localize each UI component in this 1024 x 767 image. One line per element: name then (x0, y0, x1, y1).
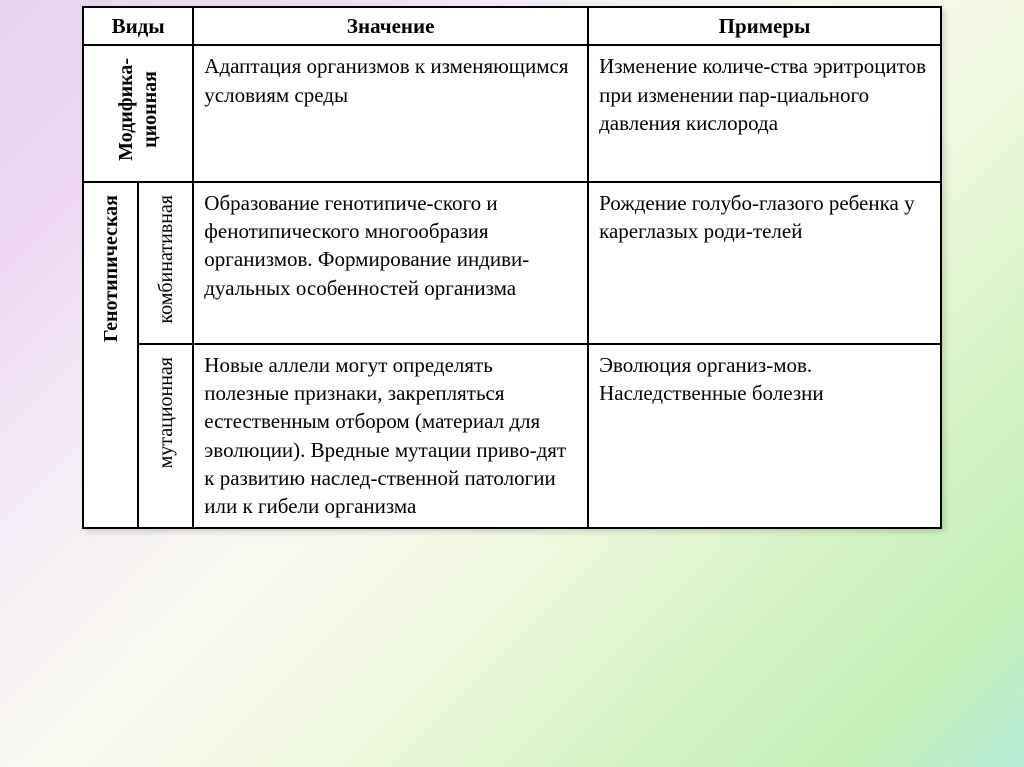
header-meaning: Значение (193, 7, 588, 45)
label-genotypic-text: Генотипическая (97, 189, 125, 348)
example-mutational-text: Эволюция организ-мов. Наследственные бол… (599, 353, 824, 405)
label-mutational: мутационная (138, 344, 193, 528)
header-row: Виды Значение Примеры (83, 7, 941, 45)
label-mutational-text: мутационная (152, 351, 180, 474)
row-mutational: мутационная Новые аллели могут определят… (83, 344, 941, 528)
label-modification-text: Модифика- ционная (112, 52, 164, 167)
meaning-combinative: Образование генотипиче-ского и фенотипич… (193, 182, 588, 344)
header-examples: Примеры (588, 7, 941, 45)
meaning-modification: Адаптация организмов к изменяющимся усло… (193, 45, 588, 181)
meaning-mutational: Новые аллели могут определять полезные п… (193, 344, 588, 528)
label-combinative: комбинативная (138, 182, 193, 344)
label-combinative-text: комбинативная (152, 189, 180, 330)
row-modification: Модифика- ционная Адаптация организмов к… (83, 45, 941, 181)
header-types: Виды (83, 7, 193, 45)
label-modification: Модифика- ционная (83, 45, 193, 181)
example-mutational: Эволюция организ-мов. Наследственные бол… (588, 344, 941, 528)
label-genotypic: Генотипическая (83, 182, 138, 528)
example-modification: Изменение количе-ства эритроцитов при из… (588, 45, 941, 181)
variation-types-table: Виды Значение Примеры Модифика- ционная … (82, 6, 942, 529)
row-combinative: Генотипическая комбинативная Образование… (83, 182, 941, 344)
example-combinative: Рождение голубо-глазого ребенка у карегл… (588, 182, 941, 344)
